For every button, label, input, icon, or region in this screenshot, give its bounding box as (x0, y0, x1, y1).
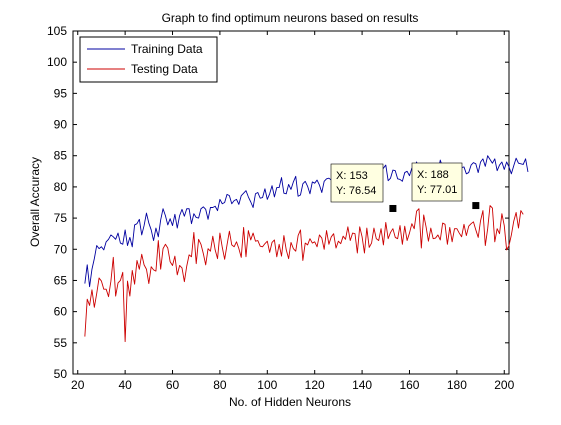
y-tick-label: 55 (54, 336, 68, 350)
datatip-y-label: Y: 77.01 (417, 184, 457, 196)
legend-box (79, 36, 218, 83)
datatip-marker[interactable] (472, 202, 480, 210)
plot-area (72, 30, 510, 375)
datatip-y-label: Y: 76.54 (336, 185, 376, 197)
legend-label-testing: Testing Data (131, 62, 198, 76)
x-tick-label: 80 (213, 378, 227, 392)
y-tick-label: 75 (54, 211, 68, 225)
y-axis: 50 55 60 65 70 75 80 85 90 95 100 105 (47, 24, 509, 381)
legend-label-training: Training Data (131, 42, 203, 56)
x-axis-label: No. of Hidden Neurons (229, 395, 351, 409)
datatip-box (330, 163, 384, 203)
x-tick-label: 20 (71, 378, 85, 392)
datatip-box (411, 162, 463, 202)
y-tick-label: 60 (54, 305, 68, 319)
datatip-marker[interactable] (389, 204, 397, 212)
y-tick-label: 105 (47, 24, 67, 38)
y-tick-label: 85 (54, 149, 68, 163)
x-tick-label: 160 (399, 378, 419, 392)
datatip-markers (389, 202, 480, 212)
y-tick-label: 80 (54, 180, 68, 194)
chart-title: Graph to find optimum neurons based on r… (162, 11, 419, 25)
x-tick-label: 60 (166, 378, 180, 392)
y-tick-label: 50 (54, 367, 68, 381)
datatip[interactable]: X: 153 Y: 76.54 (330, 163, 384, 203)
y-tick-label: 65 (54, 273, 68, 287)
series-line-testing (84, 205, 524, 343)
x-tick-label: 100 (257, 378, 277, 392)
x-axis: 20 40 60 80 100 120 140 160 180 200 (71, 31, 515, 392)
x-tick-label: 180 (447, 378, 467, 392)
datatip-x-label: X: 153 (336, 170, 368, 182)
y-tick-label: 100 (47, 55, 67, 69)
datatip[interactable]: X: 188 Y: 77.01 (411, 162, 463, 202)
x-tick-label: 40 (118, 378, 132, 392)
datatip-x-label: X: 188 (417, 169, 449, 181)
y-tick-label: 95 (54, 86, 68, 100)
y-tick-label: 90 (54, 118, 68, 132)
x-tick-label: 200 (494, 378, 514, 392)
y-axis-label: Overall Accuracy (28, 157, 42, 247)
y-tick-label: 70 (54, 242, 68, 256)
x-tick-label: 120 (305, 378, 325, 392)
legend: Training Data Testing Data (79, 36, 218, 83)
x-tick-label: 140 (352, 378, 372, 392)
